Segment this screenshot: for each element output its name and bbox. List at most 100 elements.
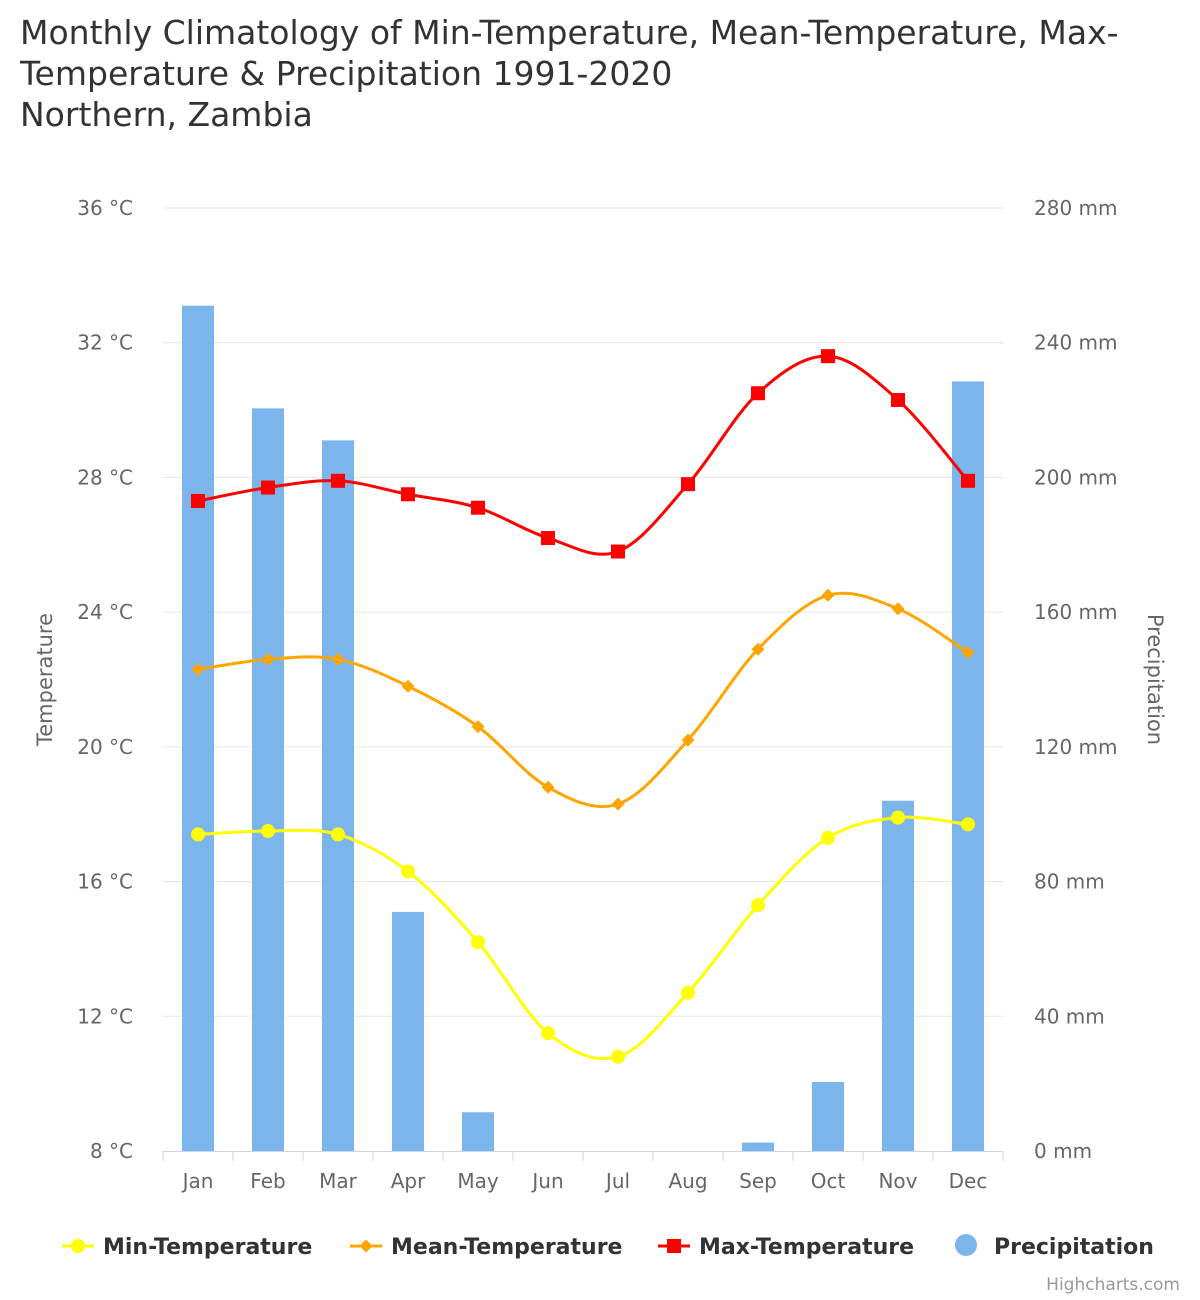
max-temperature-point[interactable] (821, 349, 835, 364)
y-right-tick-label: 120 mm (1034, 735, 1118, 759)
min-temperature-point[interactable] (751, 898, 765, 913)
x-tick-label: Dec (949, 1169, 988, 1193)
x-tick-label: Nov (878, 1169, 917, 1193)
max-temperature-point[interactable] (401, 487, 415, 502)
x-tick-label: Aug (668, 1169, 707, 1193)
max-temperature-point[interactable] (681, 477, 695, 492)
precipitation-bars (182, 305, 984, 1151)
y-left-tick-label: 12 °C (77, 1004, 133, 1028)
max-temperature-line (196, 354, 970, 556)
chart-title-line-1: Monthly Climatology of Min-Temperature, … (20, 13, 1119, 52)
precipitation-bar[interactable] (392, 911, 424, 1151)
mean-temperature-point[interactable] (191, 662, 205, 676)
min-temperature-point[interactable] (331, 827, 345, 842)
min-temperature-line (196, 815, 970, 1061)
min-temperature-point[interactable] (681, 985, 695, 1000)
chart-title-line-2: Temperature & Precipitation 1991-2020 (20, 54, 673, 93)
x-tick-label: Apr (391, 1169, 426, 1193)
legend-item-precipitation[interactable]: Precipitation (955, 1234, 1154, 1260)
chart-title-line-3: Northern, Zambia (20, 95, 313, 134)
precipitation-bar[interactable] (322, 440, 354, 1151)
min-temperature-point[interactable] (821, 830, 835, 845)
y-right-tick-label: 160 mm (1034, 600, 1118, 624)
legend-symbol-mean-temperature[interactable] (359, 1239, 373, 1253)
mean-temperature-point[interactable] (891, 602, 905, 616)
min-temperature-point[interactable] (961, 817, 975, 832)
mean-temperature-point[interactable] (401, 679, 415, 693)
y-right-axis-title: Precipitation (1143, 614, 1167, 745)
max-temperature-point[interactable] (331, 473, 345, 488)
y-left-tick-label: 28 °C (77, 465, 133, 489)
y-left-tick-label: 24 °C (77, 600, 133, 624)
credits-link[interactable]: Highcharts.com (1046, 1275, 1180, 1295)
max-temperature-point[interactable] (961, 473, 975, 488)
mean-temperature-point[interactable] (611, 797, 625, 811)
y-left-tick-label: 8 °C (90, 1139, 133, 1163)
x-tick-label: May (457, 1169, 499, 1193)
x-tick-label: Jul (604, 1169, 630, 1193)
y-left-tick-label: 20 °C (77, 735, 133, 759)
mean-temperature-point[interactable] (961, 646, 975, 660)
min-temperature-point[interactable] (611, 1049, 625, 1064)
mean-temperature-point[interactable] (541, 780, 555, 794)
y-right-tick-label: 280 mm (1034, 196, 1118, 220)
legend: Min-Temperature Mean-Temperature Max-Tempe… (62, 1234, 1154, 1260)
x-tick-label: Oct (811, 1169, 846, 1193)
legend-symbol-min-temperature[interactable] (71, 1239, 85, 1253)
x-tick-label: Jun (530, 1169, 563, 1193)
chart-title: Monthly Climatology of Min-Temperature, … (20, 12, 1200, 135)
grid-lines (163, 207, 1003, 1017)
y-right-tick-label: 240 mm (1034, 331, 1118, 355)
precipitation-bar[interactable] (182, 305, 214, 1151)
y-right-tick-label: 40 mm (1034, 1004, 1105, 1028)
precipitation-bar[interactable] (742, 1142, 774, 1151)
axes: 8 °C 12 °C 16 °C 20 °C 24 °C 28 °C 32 °C 36 °C 0… (33, 196, 1167, 1193)
max-temperature-point[interactable] (541, 531, 555, 546)
precipitation-bar[interactable] (252, 408, 284, 1151)
legend-symbol-max-temperature[interactable] (667, 1239, 681, 1253)
legend-item-mean-temperature[interactable]: Mean-Temperature (350, 1235, 622, 1260)
temperature-lines (191, 349, 975, 1064)
y-right-tick-label: 0 mm (1034, 1139, 1092, 1163)
min-temperature-point[interactable] (471, 935, 485, 950)
mean-temperature-point[interactable] (331, 652, 345, 666)
max-temperature-point[interactable] (891, 392, 905, 407)
max-temperature-point[interactable] (751, 386, 765, 401)
y-left-tick-label: 16 °C (77, 870, 133, 894)
mean-temperature-point[interactable] (681, 733, 695, 747)
precipitation-bar[interactable] (952, 381, 984, 1151)
legend-label-max-temperature: Max-Temperature (699, 1235, 914, 1260)
mean-temperature-line (196, 591, 970, 809)
mean-temperature-point[interactable] (821, 588, 835, 602)
y-right-tick-label: 200 mm (1034, 465, 1118, 489)
y-right-tick-label: 80 mm (1034, 870, 1105, 894)
max-temperature-point[interactable] (611, 544, 625, 559)
min-temperature-point[interactable] (191, 827, 205, 842)
mean-temperature-point[interactable] (471, 720, 485, 734)
legend-symbol-precipitation (955, 1234, 977, 1256)
legend-item-min-temperature[interactable]: Min-Temperature (62, 1235, 312, 1260)
precipitation-bar[interactable] (462, 1112, 494, 1151)
x-tick-label: Sep (739, 1169, 777, 1193)
min-temperature-point[interactable] (401, 864, 415, 879)
x-tick-label: Mar (319, 1169, 358, 1193)
precipitation-bar[interactable] (882, 800, 914, 1151)
precipitation-bar[interactable] (812, 1081, 844, 1151)
max-temperature-point[interactable] (191, 494, 205, 509)
y-left-axis-title: Temperature (33, 613, 57, 747)
mean-temperature-point[interactable] (751, 642, 765, 656)
mean-temperature-point[interactable] (261, 652, 275, 666)
max-temperature-point[interactable] (261, 480, 275, 495)
legend-label-mean-temperature: Mean-Temperature (391, 1235, 622, 1260)
min-temperature-point[interactable] (891, 810, 905, 825)
min-temperature-point[interactable] (541, 1026, 555, 1041)
min-temperature-point[interactable] (261, 824, 275, 839)
max-temperature-point[interactable] (471, 500, 485, 515)
y-left-tick-label: 36 °C (77, 196, 133, 220)
legend-item-max-temperature[interactable]: Max-Temperature (658, 1235, 914, 1260)
y-left-tick-label: 32 °C (77, 331, 133, 355)
x-tick-label: Jan (181, 1169, 214, 1193)
legend-label-min-temperature: Min-Temperature (103, 1235, 312, 1260)
x-tick-label: Feb (250, 1169, 285, 1193)
